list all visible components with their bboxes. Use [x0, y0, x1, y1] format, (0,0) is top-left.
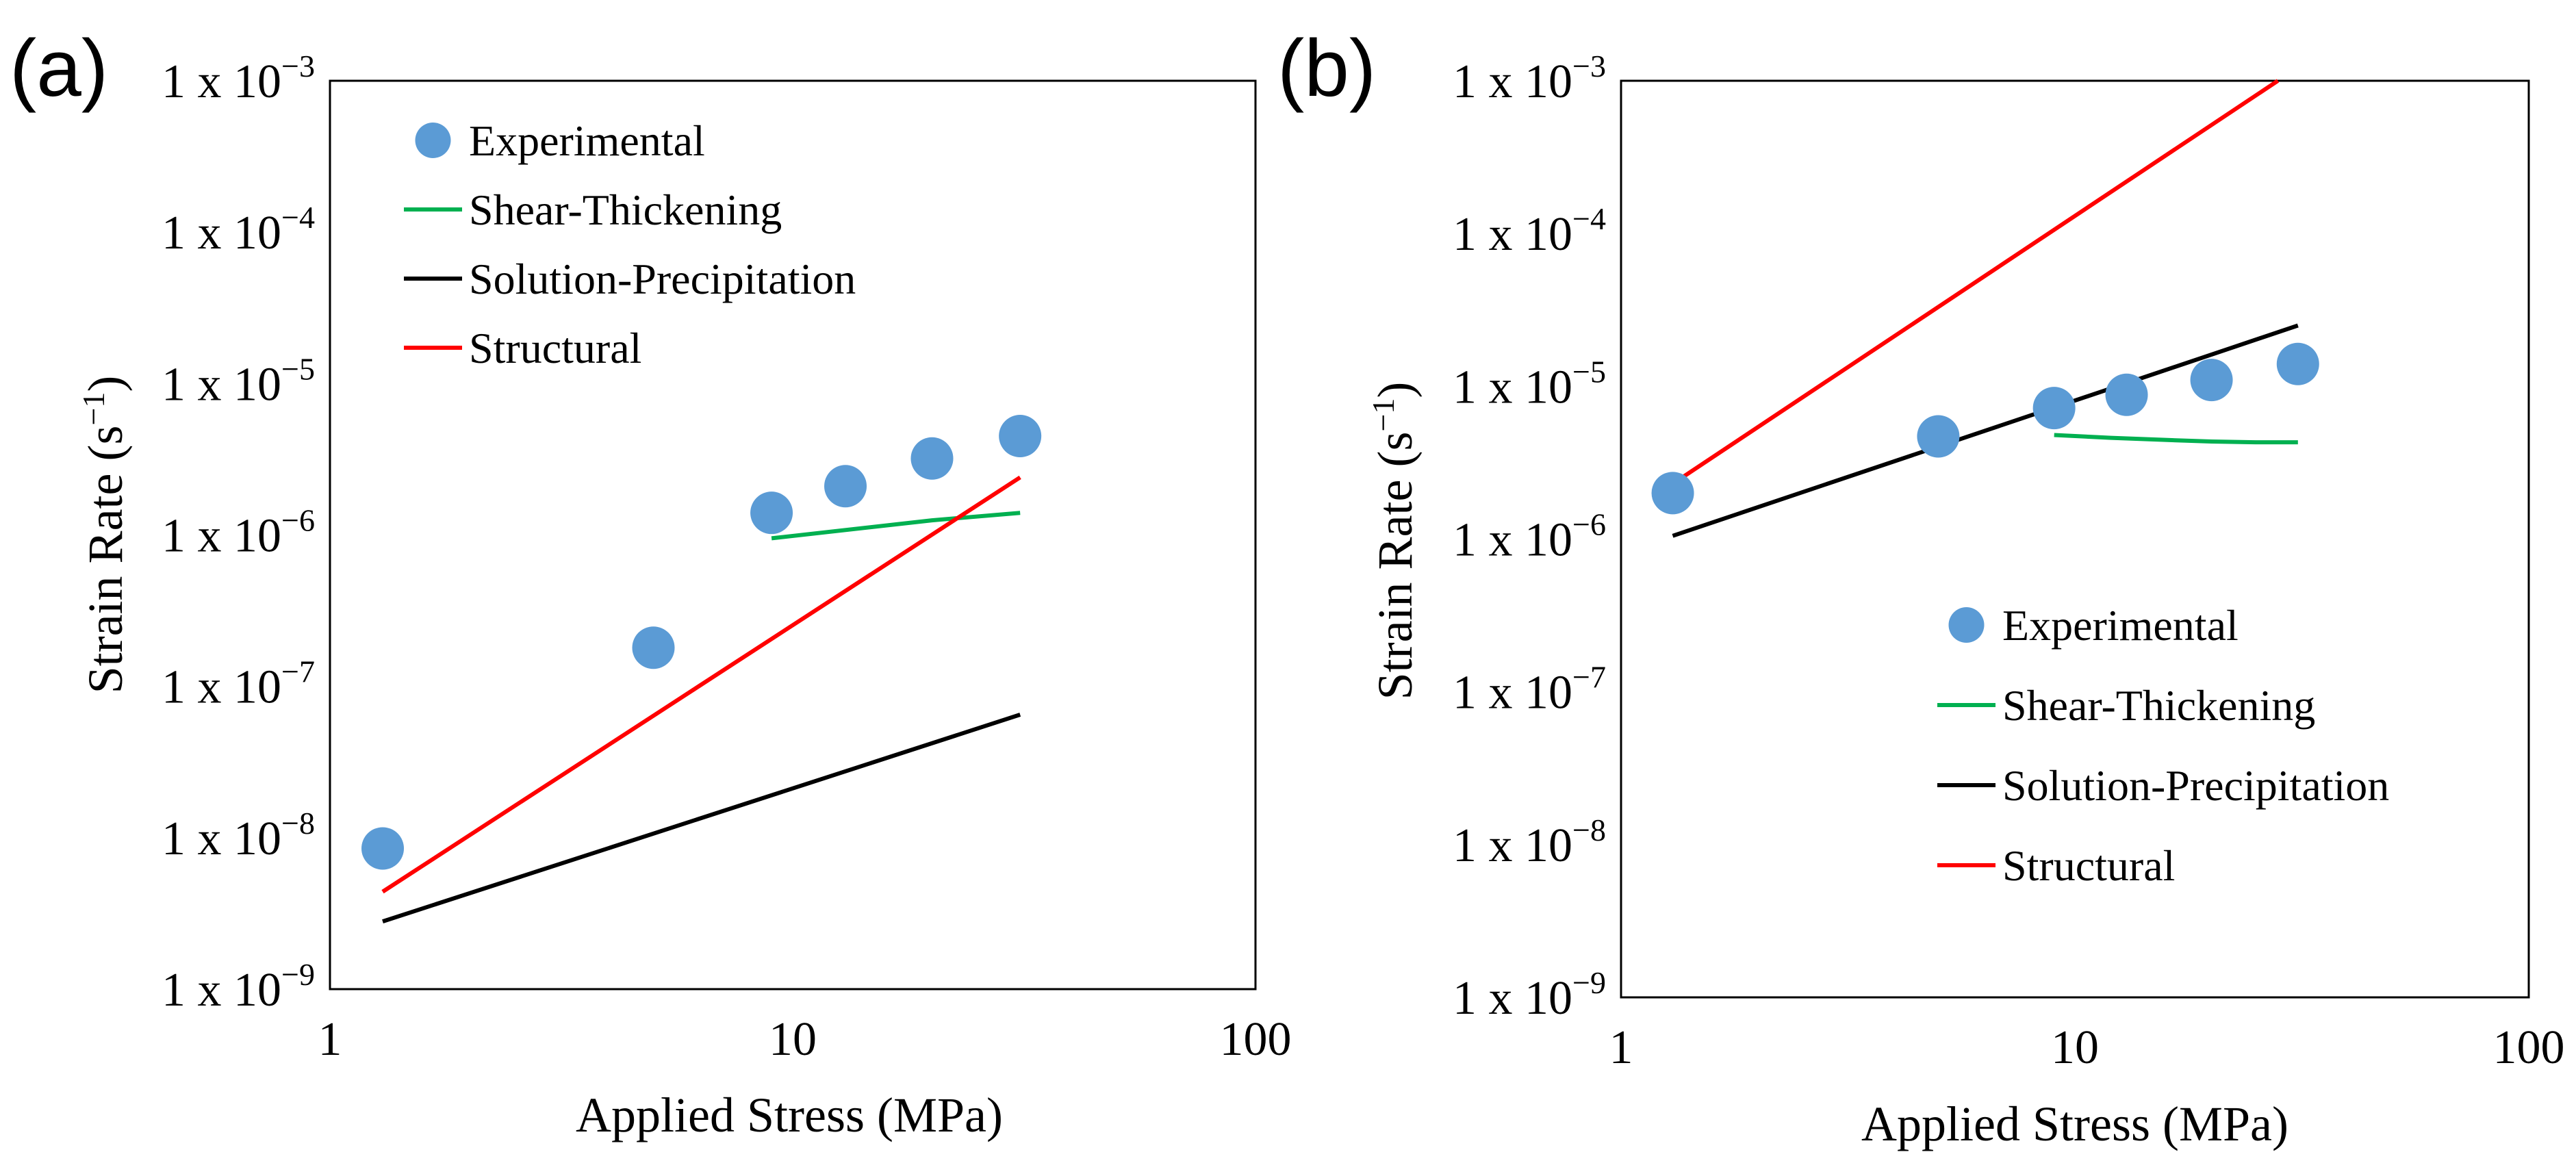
legend-label: Experimental — [2002, 601, 2239, 650]
x-tick-label: 10 — [769, 1013, 817, 1066]
x-tick-label: 1 — [1609, 1021, 1633, 1074]
x-tick-labels: 1 10 100 — [1609, 1021, 2565, 1074]
panel-label: (b) — [1277, 23, 1376, 114]
y-tick-label: 1 x 10−6 — [162, 503, 315, 563]
y-axis-title: Strain Rate (s−1) — [76, 376, 133, 694]
y-tick-label: 1 x 10−7 — [162, 654, 315, 714]
legend-label: Structural — [2002, 841, 2175, 890]
legend-label: Structural — [469, 324, 641, 372]
data-point-experimental — [632, 626, 675, 669]
x-tick-label: 1 — [318, 1013, 342, 1066]
data-point-experimental — [361, 827, 405, 870]
data-point-experimental — [2032, 387, 2076, 430]
data-point-experimental — [910, 437, 954, 480]
data-point-experimental — [824, 465, 867, 508]
y-tick-label: 1 x 10−4 — [162, 200, 315, 259]
x-tick-label: 100 — [1220, 1013, 1292, 1066]
chart-panel-b: (b) 1 10 100 1 x 10−91 x 10−81 x 10−71 x 1… — [1277, 23, 2565, 1151]
plot-area-frame — [1620, 79, 2530, 999]
y-axis-title-exponent: −1 — [76, 392, 111, 426]
legend-label: Shear-Thickening — [2002, 681, 2315, 730]
data-point-experimental — [2105, 373, 2148, 416]
y-axis-title-close: ) — [1368, 382, 1423, 398]
legend: Experimental Shear-Thickening Solution-Pre… — [1937, 601, 2389, 890]
y-tick-label: 1 x 10−4 — [1453, 201, 1606, 261]
data-point-experimental — [2276, 342, 2319, 385]
y-tick-labels: 1 x 10−9 1 x 10−8 1 x 10−7 1 x 10−6 1 x 10−5… — [1453, 49, 1606, 1025]
x-axis-title: Applied Stress (MPa) — [1861, 1097, 2288, 1151]
legend: Experimental Shear-Thickening Solution-Pre… — [404, 116, 856, 372]
data-point-experimental — [1917, 415, 1960, 458]
x-axis-title: Applied Stress (MPa) — [576, 1088, 1003, 1142]
y-tick-label: 1 x 10−5 — [162, 351, 315, 411]
y-axis-title-text: Strain Rate (s — [1368, 432, 1423, 700]
legend-marker — [415, 123, 451, 158]
data-point-experimental — [2190, 359, 2233, 402]
y-tick-label: 1 x 10−9 — [162, 957, 315, 1017]
y-tick-labels: 1 x 10−9 1 x 10−8 1 x 10−7 1 x 10−6 1 x 10−5… — [162, 49, 315, 1017]
series-line-solution-precipitation — [382, 713, 1021, 923]
data-point-experimental — [1651, 472, 1694, 515]
series-line-shear-thickening — [2054, 433, 2298, 445]
y-tick-label: 1 x 10−9 — [1453, 965, 1606, 1025]
series-line-structural — [1671, 79, 2280, 486]
series-line-shear-thickening — [771, 511, 1021, 541]
legend-marker — [1948, 607, 1985, 643]
y-tick-label: 1 x 10−7 — [1453, 660, 1606, 719]
legend-label: Shear-Thickening — [469, 186, 782, 234]
y-tick-label: 1 x 10−3 — [1453, 49, 1606, 108]
legend-label: Solution-Precipitation — [2002, 761, 2389, 810]
data-point-experimental — [750, 491, 793, 535]
y-tick-label: 1 x 10−8 — [162, 806, 315, 865]
y-axis-title-exponent: −1 — [1366, 398, 1401, 432]
legend-label: Solution-Precipitation — [469, 255, 856, 303]
y-tick-label: 1 x 10−8 — [1453, 813, 1606, 872]
y-tick-label: 1 x 10−6 — [1453, 507, 1606, 567]
plot-area-frame — [329, 79, 1257, 991]
chart-panel-a: (a) 1 10 100 1 x 10−91 x 10−81 x 10−71 x 1… — [10, 23, 1292, 1142]
x-tick-label: 10 — [2051, 1021, 2099, 1074]
y-axis-title-close: ) — [78, 376, 133, 392]
x-tick-labels: 1 10 100 — [318, 1013, 1292, 1066]
y-axis-title-text: Strain Rate (s — [78, 426, 133, 694]
legend-label: Experimental — [469, 116, 705, 165]
series-line-structural — [381, 475, 1021, 894]
series-layer — [1651, 79, 2319, 538]
series-layer — [361, 415, 1042, 923]
data-point-experimental — [999, 415, 1042, 458]
y-axis-title: Strain Rate (s−1) — [1366, 382, 1423, 700]
y-tick-label: 1 x 10−3 — [162, 49, 315, 108]
series-line-solution-precipitation — [1672, 323, 2299, 538]
x-tick-label: 100 — [2493, 1021, 2565, 1074]
panel-label: (a) — [10, 23, 108, 114]
y-tick-label: 1 x 10−5 — [1453, 354, 1606, 413]
